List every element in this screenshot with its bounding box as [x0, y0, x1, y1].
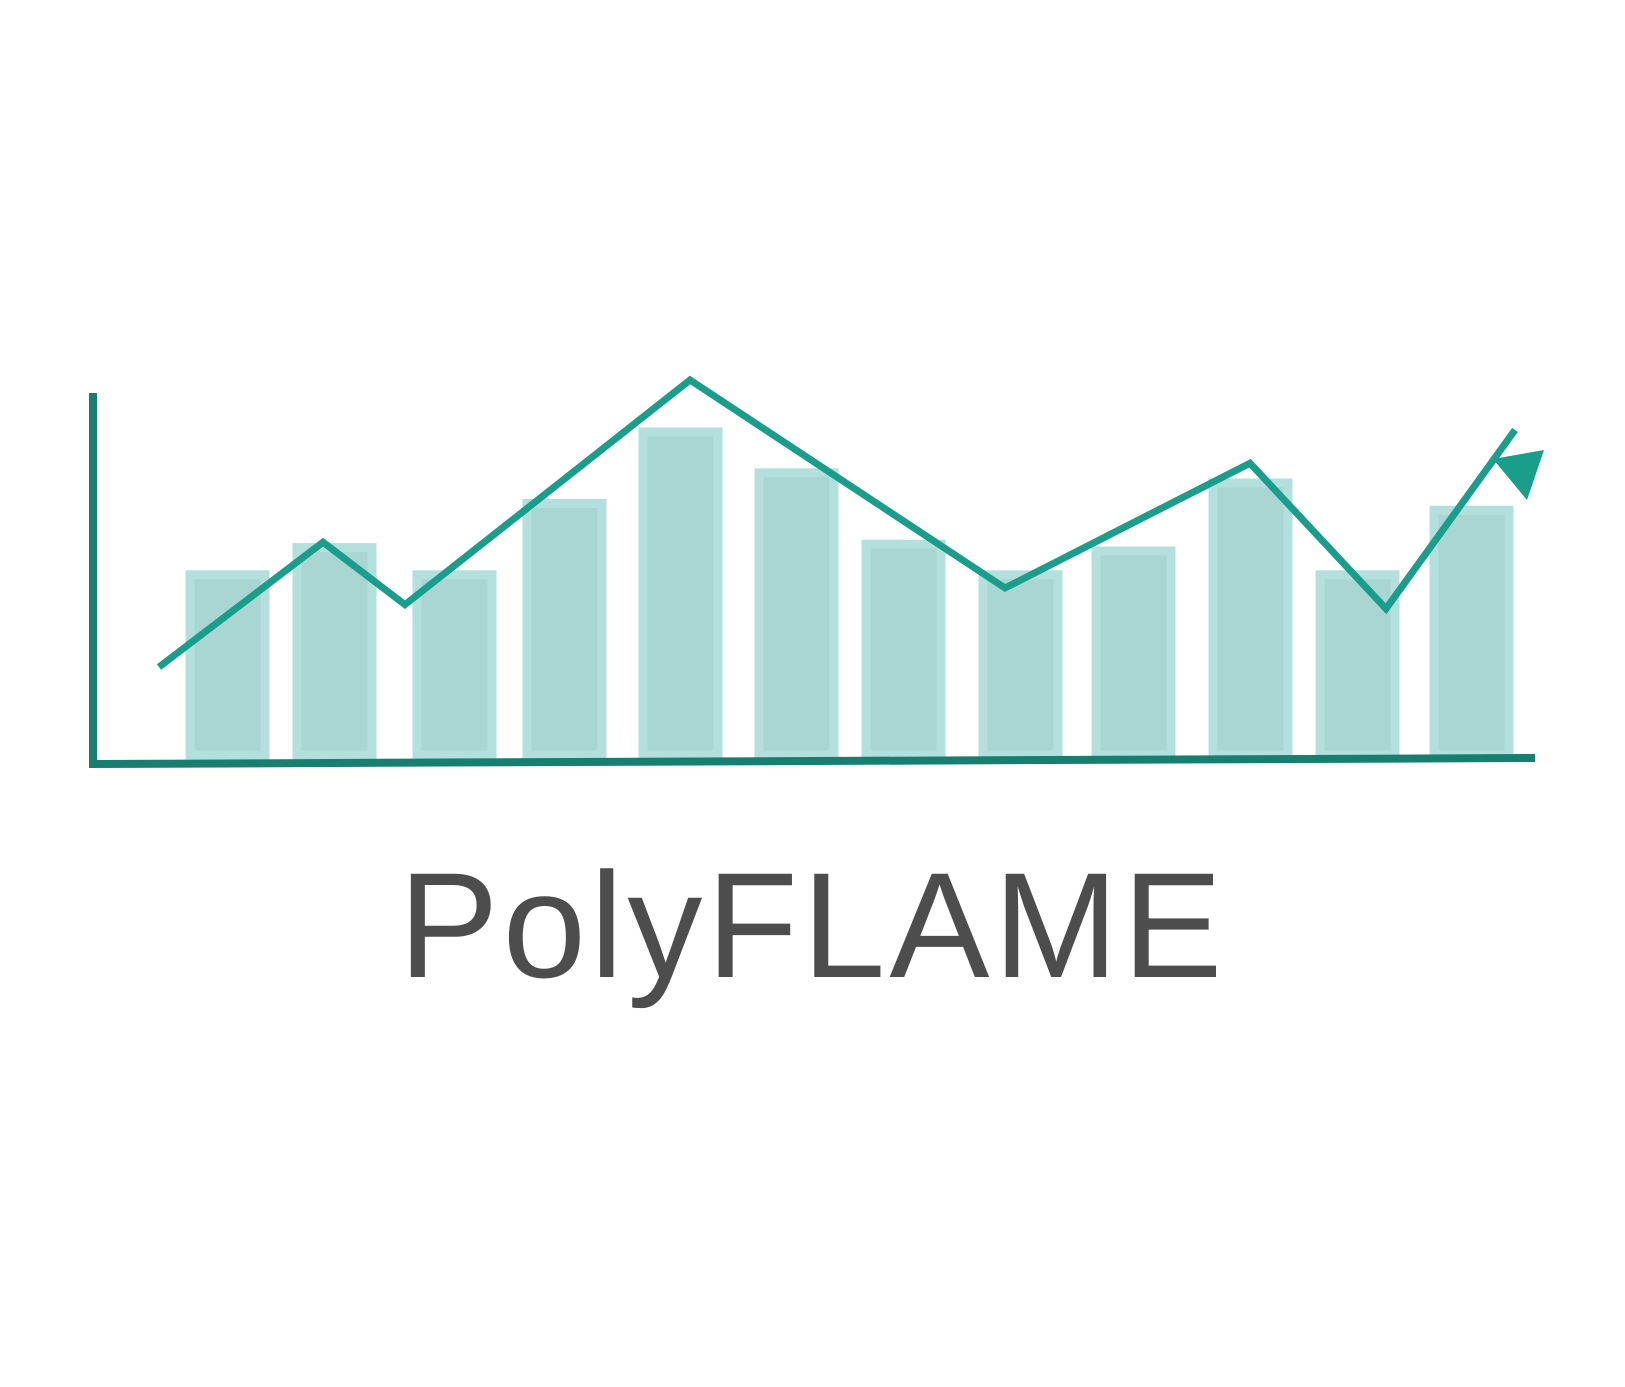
- trend-line: [156, 375, 1518, 670]
- bar: [1091, 546, 1176, 760]
- bar: [638, 427, 723, 760]
- bar: [861, 539, 946, 760]
- bar-group: [185, 427, 1514, 760]
- bar: [522, 498, 607, 760]
- logo-wordmark: PolyFLAME: [398, 841, 1227, 1009]
- chart-axis: [89, 393, 1536, 769]
- bar: [1429, 505, 1514, 760]
- bar: [1208, 478, 1293, 760]
- bar: [754, 468, 839, 760]
- bar: [185, 570, 270, 760]
- arrow-head-icon: [1493, 450, 1544, 500]
- bar: [292, 543, 377, 760]
- bar: [412, 570, 497, 760]
- bar: [978, 570, 1063, 760]
